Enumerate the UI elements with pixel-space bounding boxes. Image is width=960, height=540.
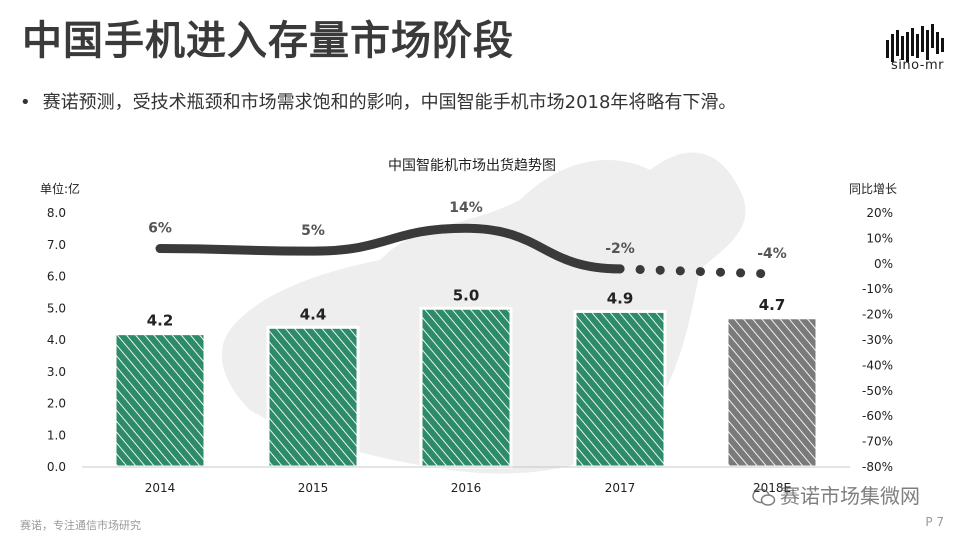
growth-value-label: 5% [301,223,325,239]
bar-value-label: 4.9 [607,289,634,307]
wechat-icon [752,488,776,508]
y2-axis-ticks: 20% 10% 0% -10% -20% -30% -40% -50% -60% -70% -80% [862,206,893,474]
bullet-text: 赛诺预测，受技术瓶颈和市场需求饱和的影响，中国智能手机市场2018年将略有下滑。 [42,92,737,113]
y-tick-label: 4.0 [47,333,66,347]
page-number: P 7 [925,515,944,529]
y2-tick-label: -20% [862,308,893,322]
y-tick-label: 0.0 [47,460,66,474]
y2-tick-label: 10% [866,231,893,245]
bar-value-label: 4.7 [759,296,786,314]
y-tick-label: 2.0 [47,397,66,411]
bar [573,309,667,469]
page-title: 中国手机进入存量市场阶段 [22,18,514,64]
y-tick-label: 6.0 [47,270,66,284]
bar [725,316,819,469]
x-tick-label: 2015 [298,481,329,495]
growth-value-label: 14% [449,200,483,216]
y2-axis-label: 同比增长 [849,182,897,196]
bar-value-label: 5.0 [453,286,480,304]
y2-tick-label: -50% [862,384,893,398]
watermark-text: 赛诺市场集微网 [780,484,920,508]
y-tick-label: 1.0 [47,428,66,442]
growth-value-label: -4% [757,246,787,262]
y2-tick-label: -70% [862,435,893,449]
y2-tick-label: 0% [874,257,893,271]
y2-tick-label: -80% [862,460,893,474]
y2-tick-label: -10% [862,282,893,296]
bar-value-label: 4.2 [147,312,174,330]
growth-value-label: 6% [148,221,172,237]
bar-value-label: 4.4 [300,305,327,323]
y-axis-label: 单位:亿 [40,181,80,196]
bars [113,306,819,469]
y-tick-label: 5.0 [47,301,66,315]
y-tick-label: 7.0 [47,238,66,252]
x-tick-label: 2017 [605,481,636,495]
bullet-dot: • [20,92,31,113]
watermark: 赛诺市场集微网 [752,480,920,509]
bar [419,306,513,469]
bullet-point: • 赛诺预测，受技术瓶颈和市场需求饱和的影响，中国智能手机市场2018年将略有下滑… [20,88,736,114]
y2-tick-label: -40% [862,358,893,372]
y2-tick-label: -60% [862,409,893,423]
x-tick-label: 2014 [145,481,176,495]
footer-note: 赛诺，专注通信市场研究 [20,519,141,532]
y-tick-label: 8.0 [47,206,66,220]
y2-tick-label: -30% [862,333,893,347]
x-tick-label: 2016 [451,481,482,495]
growth-value-label: -2% [605,241,635,257]
logo-text: sino-mr [890,58,944,73]
y-axis-ticks: 0.0 1.0 2.0 3.0 4.0 5.0 6.0 7.0 8.0 [47,206,66,474]
y-tick-label: 3.0 [47,365,66,379]
growth-line-actual [155,223,625,274]
bar [113,332,207,469]
x-tick-label: 2018E [753,481,791,495]
growth-line-forecast [615,264,777,279]
sino-mr-logo-icon [886,24,944,62]
bar-value-labels: 4.2 4.4 5.0 4.9 4.7 [147,286,786,329]
chart-title: 中国智能机市场出货趋势图 [388,157,556,174]
growth-line: 6% 5% 14% -2% -4% [148,200,787,279]
y2-tick-label: 20% [866,206,893,220]
bar [266,325,360,469]
x-axis-ticks: 2014 2015 2016 2017 2018E [145,481,791,495]
